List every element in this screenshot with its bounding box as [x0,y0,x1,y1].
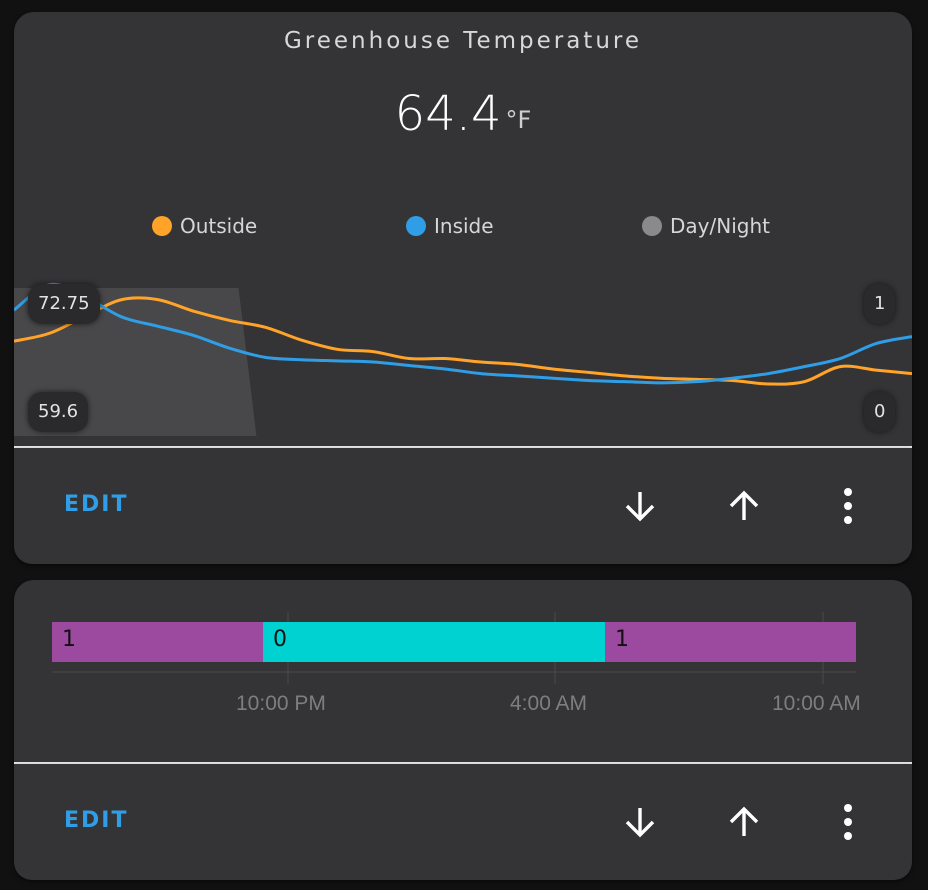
y-axis-max-label: 72.75 [28,284,100,324]
outside-series-line [14,296,912,386]
card-title: Greenhouse Temperature [283,28,642,54]
current-state: 64.4 °F [14,86,912,142]
move-up-button[interactable] [724,802,764,842]
state-value: 64.4 [394,86,502,142]
legend-dot-outside [152,216,172,236]
legend-day-night[interactable]: Day/Night [642,214,770,238]
timeline-segment-day-2[interactable]: 1 [605,622,856,662]
day-night-timeline-card: 1 0 1 10:00 PM 4:00 AM 10:00 AM [14,580,912,762]
arrow-down-icon [625,808,655,838]
timeline-segment-day-1[interactable]: 1 [52,622,263,662]
temperature-history-card: Greenhouse Temperature 64.4 °F Outside In… [14,12,912,446]
legend-outside[interactable]: Outside [152,214,257,238]
timeline-chart[interactable]: 1 0 1 [52,612,856,722]
edit-button[interactable]: EDIT [64,492,129,517]
arrow-down-icon [625,492,655,522]
card-divider [14,446,912,448]
y2-axis-max-label: 1 [864,284,896,324]
inside-series-line [14,282,912,385]
more-options-button[interactable] [828,802,868,842]
edit-button[interactable]: EDIT [64,808,129,833]
more-vertical-icon [844,488,852,524]
legend-dot-inside [406,216,426,236]
legend-label-outside: Outside [180,214,258,238]
day-night-area [14,288,912,436]
time-tick-label: 10:00 AM [772,692,861,715]
more-vertical-icon [844,804,852,840]
card-actions: EDIT [14,448,912,564]
arrow-up-icon [729,490,759,520]
timeline-segment-night[interactable]: 0 [263,622,605,662]
time-tick-label: 4:00 AM [510,692,588,715]
legend-label-inside: Inside [434,214,494,238]
move-down-button[interactable] [620,486,660,526]
card-actions: EDIT [14,764,912,880]
move-up-button[interactable] [724,486,764,526]
temperature-chart[interactable] [14,274,912,446]
y-axis-min-label: 59.6 [28,392,89,432]
legend-inside[interactable]: Inside [406,214,494,238]
arrow-up-icon [729,806,759,836]
legend-label-day-night: Day/Night [670,214,770,238]
card-divider [14,762,912,764]
time-tick-label: 10:00 PM [236,692,326,715]
more-options-button[interactable] [828,486,868,526]
y2-axis-min-label: 0 [864,392,896,432]
legend-dot-day-night [642,216,662,236]
state-unit: °F [505,106,532,134]
move-down-button[interactable] [620,802,660,842]
